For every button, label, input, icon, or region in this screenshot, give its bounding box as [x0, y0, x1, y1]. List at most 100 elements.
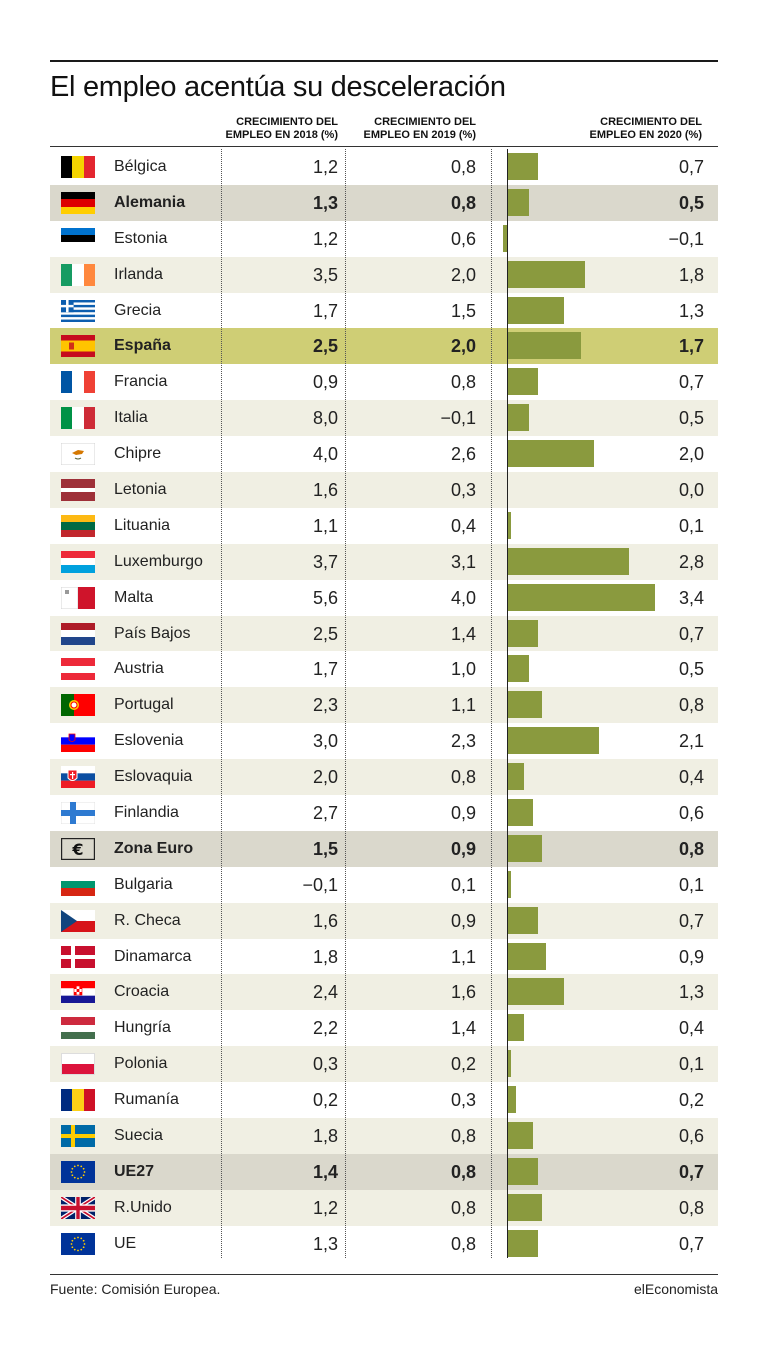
- value-2020: 1,8: [678, 264, 704, 285]
- country-name: R.Unido: [114, 1198, 172, 1216]
- value-2019: 4,0: [450, 587, 476, 608]
- value-2018: 1,2: [312, 228, 338, 249]
- country-name: Polonia: [114, 1055, 168, 1073]
- value-2019: 3,1: [450, 551, 476, 572]
- top-rule: [50, 60, 718, 62]
- bar-2020: [507, 1122, 534, 1150]
- value-2018: 2,4: [312, 982, 338, 1003]
- table-row: UE 1,3 0,8 0,7: [50, 1226, 718, 1262]
- country-name: Malta: [114, 588, 154, 606]
- value-2018: 2,5: [312, 336, 338, 357]
- country-name: Finlandia: [114, 804, 179, 822]
- flag-uk-icon: [61, 1196, 95, 1219]
- value-2020: 2,8: [678, 551, 704, 572]
- value-2018: 2,5: [312, 623, 338, 644]
- table-row: Grecia 1,7 1,5 1,3: [50, 293, 718, 329]
- bar-2020: [507, 368, 538, 396]
- value-2019: 0,8: [450, 192, 476, 213]
- value-2019: 1,6: [450, 982, 476, 1003]
- bar-2020: [507, 1229, 538, 1257]
- value-2020: 0,1: [678, 1054, 704, 1075]
- country-name: País Bajos: [114, 624, 191, 642]
- country-name: Croacia: [114, 983, 170, 1001]
- chart-title: El empleo acentúa su desceleración: [50, 71, 506, 103]
- value-2018: 1,3: [312, 192, 338, 213]
- value-2018: −0,1: [302, 874, 338, 895]
- value-2020: 3,4: [678, 587, 704, 608]
- bar-2020: [507, 440, 595, 468]
- value-2018: 0,2: [312, 1090, 338, 1111]
- flag-bulgaria-icon: [61, 873, 95, 896]
- value-2019: 0,4: [450, 515, 476, 536]
- flag-germany-icon: [61, 191, 95, 214]
- value-2019: 0,2: [450, 1054, 476, 1075]
- country-name: Eslovaquia: [114, 768, 193, 786]
- value-2018: 2,3: [312, 695, 338, 716]
- bar-2020: [507, 691, 542, 719]
- bar-2020: [507, 1086, 516, 1114]
- bar-2020: [507, 978, 564, 1006]
- value-2019: 0,8: [450, 1197, 476, 1218]
- table-row: Alemania 1,3 0,8 0,5: [50, 184, 718, 221]
- flag-cyprus-icon: [61, 443, 95, 466]
- bar-2020: [507, 296, 564, 324]
- flag-italy-icon: [61, 407, 95, 430]
- country-name: Rumanía: [114, 1091, 179, 1109]
- bar-2020: [507, 1050, 512, 1078]
- bar-2020: [507, 870, 512, 898]
- value-2018: 1,8: [312, 1126, 338, 1147]
- table-row: Finlandia 2,7 0,9 0,6: [50, 795, 718, 831]
- country-name: R. Checa: [114, 911, 181, 929]
- value-2019: 0,9: [450, 910, 476, 931]
- value-2018: 5,6: [312, 587, 338, 608]
- bar-zero-axis: [507, 149, 508, 1258]
- flag-poland-icon: [61, 1053, 95, 1076]
- country-name: Zona Euro: [114, 839, 194, 857]
- country-name: Austria: [114, 660, 164, 678]
- flag-finland-icon: [61, 802, 95, 825]
- value-2020: 0,7: [678, 1161, 704, 1182]
- flag-belgium-icon: [61, 156, 95, 178]
- value-2019: 0,8: [450, 372, 476, 393]
- value-2019: 0,8: [450, 1233, 476, 1254]
- country-name: Lituania: [114, 516, 171, 534]
- table-row: España 2,5 2,0 1,7: [50, 328, 718, 365]
- value-2018: 1,7: [312, 300, 338, 321]
- value-2018: 1,1: [312, 515, 338, 536]
- value-2018: 0,3: [312, 1054, 338, 1075]
- country-name: UE27: [114, 1162, 155, 1180]
- value-2018: 1,5: [312, 838, 338, 859]
- value-2020: 0,5: [678, 192, 704, 213]
- value-2020: 0,8: [678, 838, 704, 859]
- value-2020: 0,7: [678, 372, 704, 393]
- flag-ireland-icon: [61, 263, 95, 286]
- bar-2020: [507, 763, 525, 791]
- table-row: Lituania 1,1 0,4 0,1: [50, 508, 718, 544]
- value-2018: 1,6: [312, 910, 338, 931]
- value-2018: 1,3: [312, 1233, 338, 1254]
- country-name: Irlanda: [114, 265, 163, 283]
- country-name: Estonia: [114, 229, 168, 247]
- value-2020: 0,7: [678, 910, 704, 931]
- table-row: País Bajos 2,5 1,4 0,7: [50, 615, 718, 652]
- value-2019: 2,3: [450, 731, 476, 752]
- country-name: Bélgica: [114, 158, 167, 175]
- table-row: Polonia 0,3 0,2 0,1: [50, 1046, 718, 1083]
- bar-2020: [507, 1014, 525, 1042]
- bottom-rule: [50, 1274, 718, 1275]
- table-row: Croacia 2,4 1,6 1,3: [50, 974, 718, 1011]
- value-2018: 1,6: [312, 480, 338, 501]
- bar-2020: [507, 619, 538, 647]
- value-2020: 0,7: [678, 623, 704, 644]
- flag-luxembourg-icon: [61, 550, 95, 573]
- value-2020: 0,5: [678, 408, 704, 429]
- value-2019: 0,1: [450, 874, 476, 895]
- bar-2020: [507, 511, 512, 539]
- value-2020: 0,6: [678, 1126, 704, 1147]
- value-2020: 0,8: [678, 1197, 704, 1218]
- value-2020: −0,1: [668, 228, 704, 249]
- value-2020: 2,1: [678, 731, 704, 752]
- table-row: Francia 0,9 0,8 0,7: [50, 364, 718, 400]
- table-row: Dinamarca 1,8 1,1 0,9: [50, 939, 718, 975]
- country-name: UE: [114, 1234, 137, 1252]
